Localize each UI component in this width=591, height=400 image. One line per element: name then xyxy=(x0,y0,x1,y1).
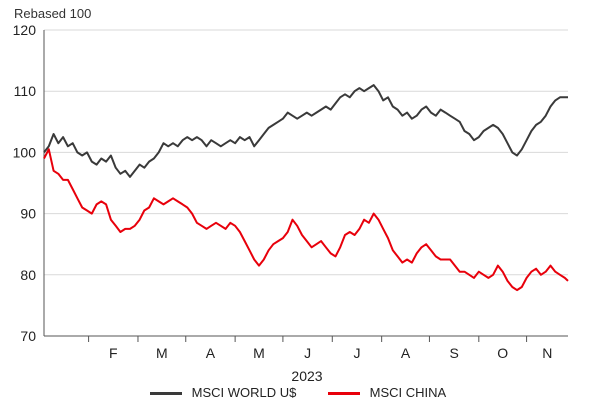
x-tick-label: M xyxy=(156,345,168,361)
legend-item-world: MSCI WORLD U$ xyxy=(150,385,296,400)
y-axis-label: Rebased 100 xyxy=(14,6,92,21)
x-tick-label: J xyxy=(353,345,360,361)
x-tick-label: J xyxy=(304,345,311,361)
x-tick-label: S xyxy=(449,345,458,361)
x-tick-label: F xyxy=(109,345,118,361)
series-line-msci-world xyxy=(43,84,568,178)
x-tick-label: A xyxy=(401,345,411,361)
x-axis-label: 2023 xyxy=(291,368,322,384)
y-tick-label: 90 xyxy=(20,206,36,222)
y-tick-label: 70 xyxy=(20,328,36,344)
x-tick-label: N xyxy=(542,345,552,361)
series-line-msci-china xyxy=(43,148,569,292)
y-tick-label: 120 xyxy=(13,22,37,38)
x-tick-label: M xyxy=(253,345,265,361)
legend: MSCI WORLD U$ MSCI CHINA xyxy=(0,385,591,400)
legend-item-china: MSCI CHINA xyxy=(328,385,446,400)
y-tick-label: 100 xyxy=(13,144,37,160)
x-tick-label: O xyxy=(497,345,508,361)
legend-swatch-china xyxy=(328,392,360,396)
legend-label-china: MSCI CHINA xyxy=(369,385,447,400)
legend-label-world: MSCI WORLD U$ xyxy=(191,385,297,400)
legend-swatch-world xyxy=(150,392,182,396)
y-tick-label: 80 xyxy=(20,267,36,283)
x-tick-label: A xyxy=(206,345,216,361)
y-tick-label: 110 xyxy=(14,83,37,99)
